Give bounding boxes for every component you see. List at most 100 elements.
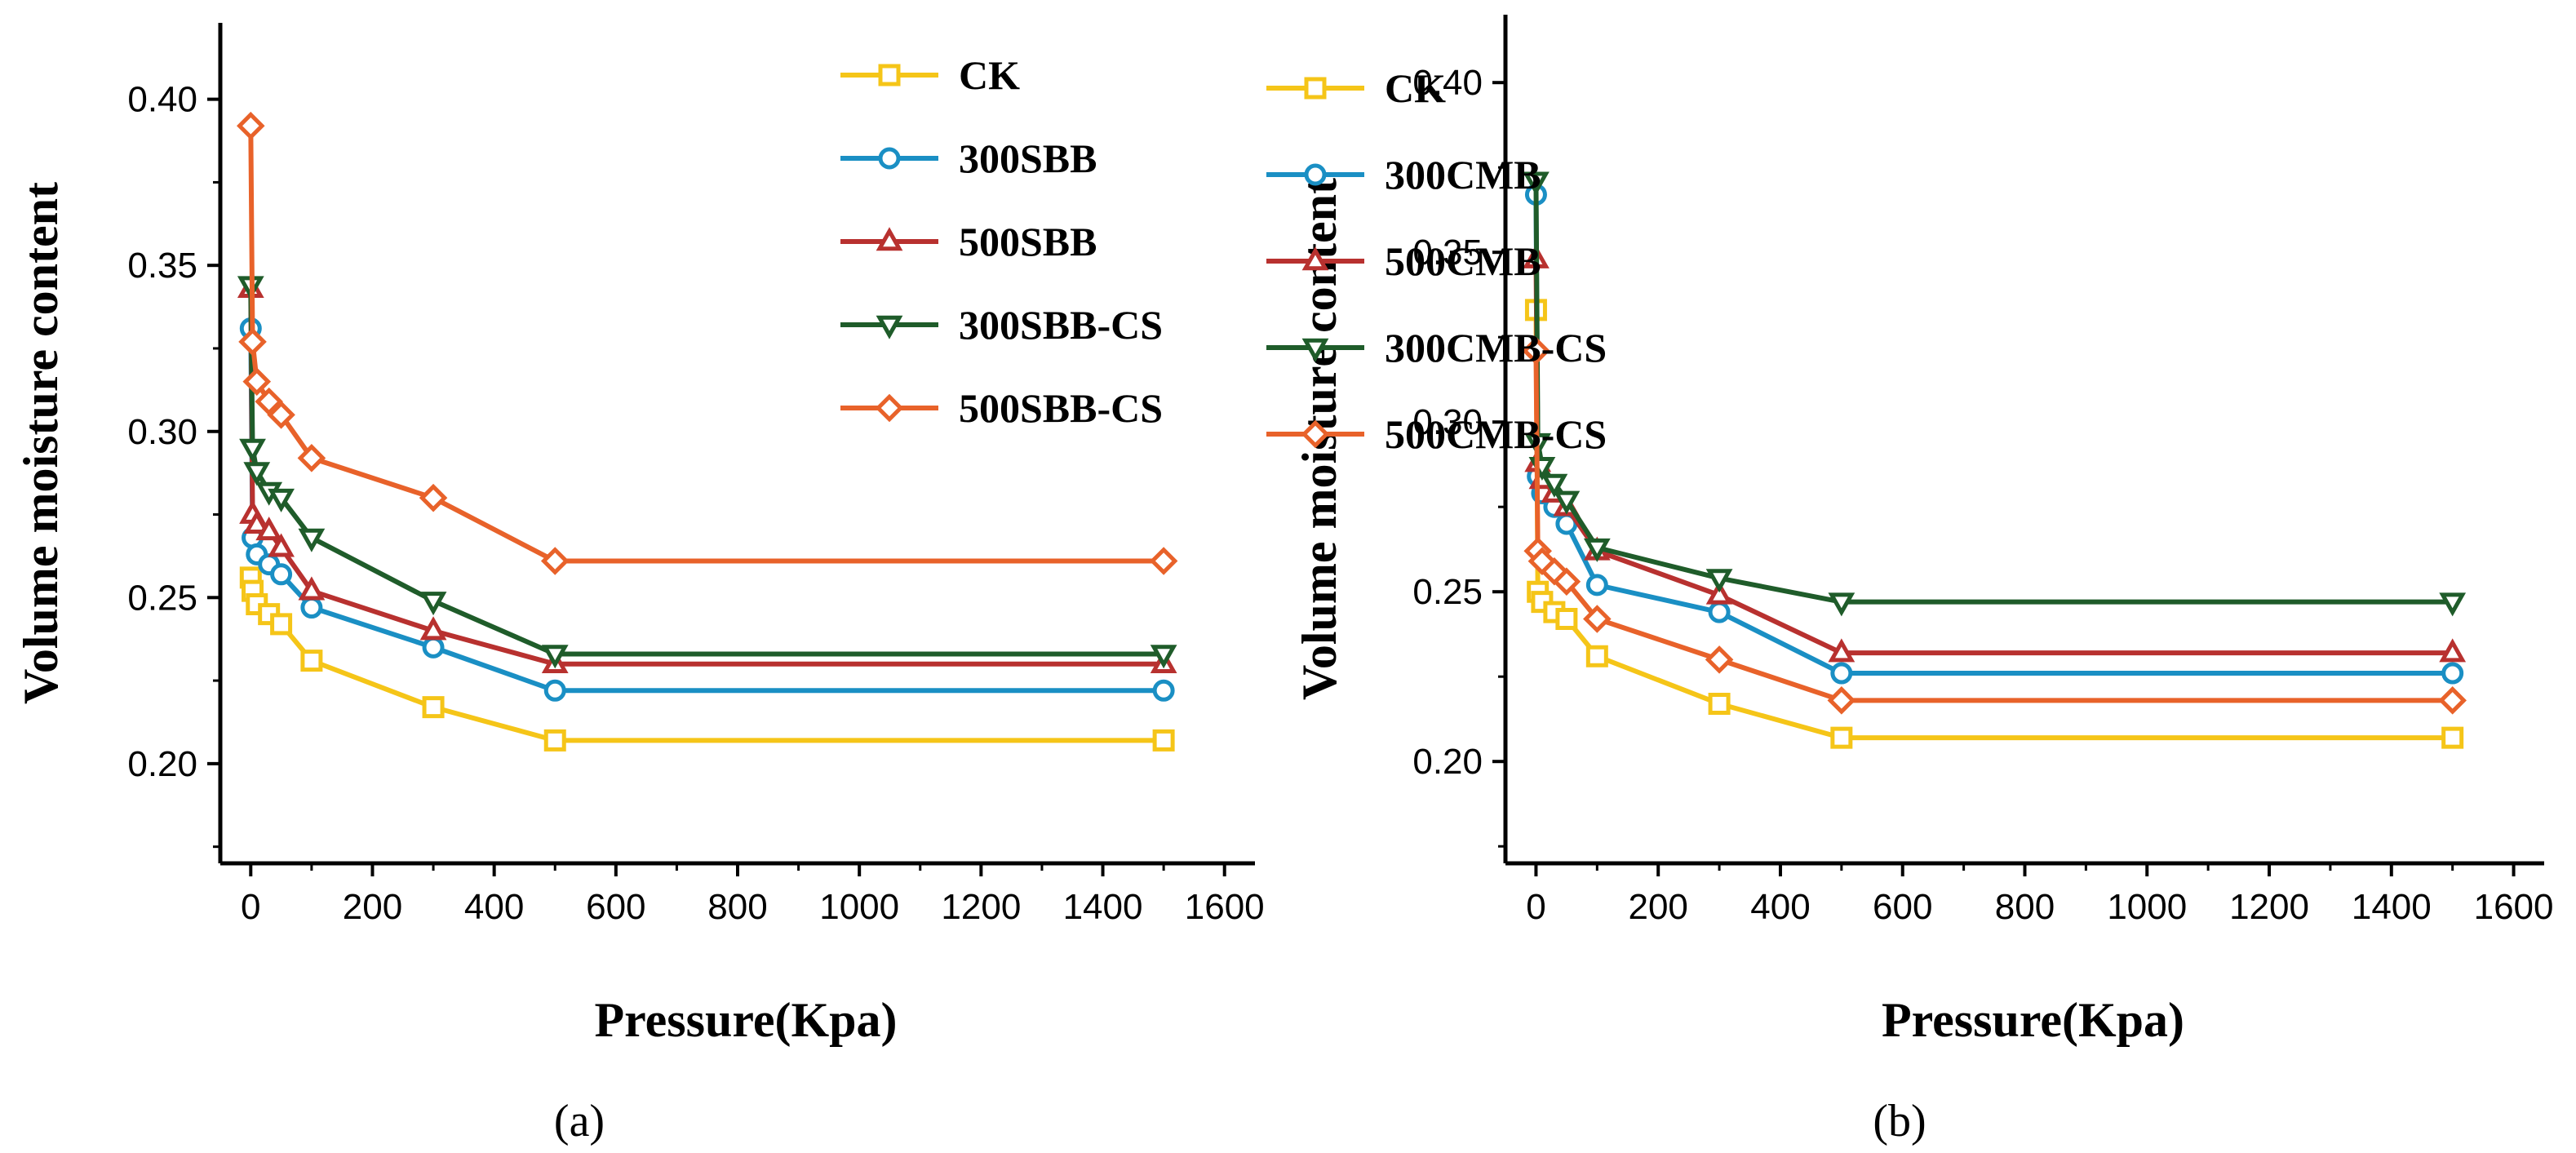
x-axis-title: Pressure(Kpa) (594, 993, 897, 1047)
legend-marker (1304, 163, 1327, 186)
series-300CMB-CS (1523, 171, 2467, 617)
data-point (270, 563, 293, 586)
chart-panel-a: 0 200 400 600 800 1000 1200 1400 1600 0.20 0.25 0.3… (14, 23, 1265, 1146)
series-500SBB-CS (237, 111, 1178, 575)
data-point (268, 488, 295, 512)
data-point (1705, 569, 1733, 593)
x-tick-label: 1600 (2474, 887, 2554, 927)
data-point (255, 517, 283, 541)
data-point (1152, 679, 1175, 702)
data-point (255, 387, 283, 416)
data-point (267, 401, 295, 429)
x-tick-label: 600 (586, 887, 645, 927)
legend-item: 300SBB (840, 135, 1097, 181)
legend: CK 300SBB 500SBB 300SBB-CS 500SBB-CS (840, 52, 1163, 431)
legend-marker (878, 147, 901, 170)
data-point (270, 613, 293, 636)
data-point (268, 533, 295, 557)
data-point (543, 679, 566, 702)
x-tick-label: 0 (1526, 887, 1545, 927)
series-line (1533, 259, 2453, 656)
series-line (1533, 350, 2453, 703)
data-point (1830, 726, 1853, 749)
data-point (543, 729, 566, 752)
y-tick-label: 0.20 (1412, 742, 1483, 782)
data-point (1828, 592, 1856, 617)
y-axis-ticks: 0.20 0.25 0.30 0.35 0.40 (127, 80, 220, 849)
legend-label: 300SBB-CS (959, 302, 1163, 348)
y-tick-label: 0.35 (127, 246, 197, 286)
data-point (1828, 638, 1856, 663)
data-point (1583, 605, 1612, 633)
legend-item: 500SBB-CS (840, 385, 1163, 431)
legend-item: 300CMB (1266, 152, 1541, 197)
data-point (238, 327, 267, 357)
legend-marker (1304, 77, 1327, 100)
data-point (237, 111, 265, 140)
legend-item: CK (840, 52, 1020, 98)
data-point (1830, 662, 1853, 685)
legend-label: 300CMB-CS (1385, 325, 1607, 370)
x-axis-ticks: 0 200 400 600 800 1000 1200 1400 1600 (1526, 863, 2554, 927)
legend: CK 300CMB 500CMB 300CMB-CS 500CMB-CS (1266, 65, 1607, 457)
series-line (1533, 180, 2453, 605)
x-tick-label: 1200 (2229, 887, 2309, 927)
series-300CMB (1524, 183, 2464, 685)
data-point (1552, 567, 1581, 596)
x-tick-label: 1000 (2107, 887, 2187, 927)
data-point (300, 596, 323, 619)
panel-label: (b) (1873, 1096, 1926, 1146)
x-axis-title: Pressure(Kpa) (1882, 993, 2184, 1047)
data-point (1585, 645, 1608, 667)
data-point (1541, 473, 1568, 498)
data-point (2438, 686, 2467, 715)
data-point (419, 616, 447, 641)
series-CK (1524, 299, 2464, 749)
data-point (541, 645, 569, 669)
data-point (540, 547, 570, 575)
legend-item: 300CMB-CS (1266, 325, 1607, 370)
data-point (1523, 171, 1550, 196)
data-point (1555, 607, 1578, 630)
series-line (248, 328, 1164, 694)
data-point (1553, 490, 1581, 515)
legend-marker (876, 315, 903, 339)
x-tick-label: 400 (1750, 887, 1810, 927)
legend-label: 500SBB-CS (959, 385, 1163, 431)
data-point (2441, 726, 2464, 749)
series-line (248, 577, 1164, 743)
data-point (300, 650, 323, 672)
legend-item: 500CMB-CS (1266, 411, 1607, 457)
data-point (1585, 574, 1608, 596)
data-point (298, 528, 326, 552)
y-tick-label: 0.35 (1412, 233, 1483, 273)
legend-label: CK (959, 52, 1020, 98)
y-tick-label: 0.25 (127, 578, 197, 618)
y-axis-title: Volume moisture content (14, 182, 68, 704)
data-point (243, 462, 271, 486)
data-point (239, 438, 266, 463)
legend-marker (1301, 246, 1329, 271)
data-point (419, 483, 448, 512)
legend-item: CK (1266, 65, 1446, 111)
series-500SBB (237, 273, 1177, 674)
legend-label: 500CMB-CS (1385, 411, 1607, 457)
data-point (2439, 592, 2467, 617)
chart-panel-b: 0 200 400 600 800 1000 1200 1400 1600 0.20 0.25 0.3… (1266, 15, 2554, 1146)
y-tick-label: 0.30 (127, 412, 197, 452)
x-tick-label: 600 (1873, 887, 1932, 927)
legend-item: 500SBB (840, 219, 1097, 264)
x-tick-label: 1200 (941, 887, 1021, 927)
series-300SBB-CS (237, 276, 1177, 669)
legend-label: 500CMB (1385, 238, 1541, 284)
y-tick-label: 0.40 (127, 80, 197, 120)
data-point (1152, 729, 1175, 752)
legend-marker (1301, 419, 1330, 449)
data-point (2439, 638, 2467, 663)
y-tick-label: 0.30 (1412, 402, 1483, 442)
panel-label: (a) (554, 1096, 605, 1146)
x-tick-label: 0 (241, 887, 260, 927)
data-point (1827, 686, 1856, 715)
legend-marker (878, 64, 901, 86)
